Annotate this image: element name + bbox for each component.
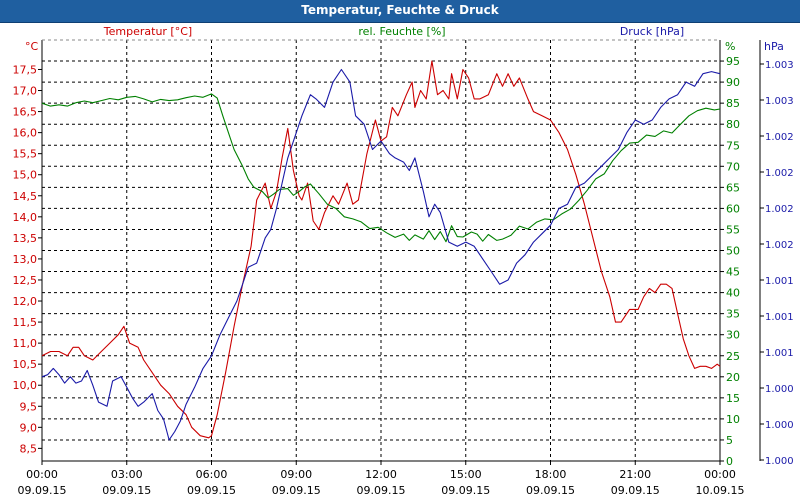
temperature-tick-label: 14,5 (13, 190, 38, 203)
pressure-tick-label: 1.002 (765, 132, 794, 143)
time-tick-label: 15:00 (450, 468, 482, 481)
temperature-tick-label: 12,5 (13, 274, 38, 287)
temperature-tick-label: 8,5 (20, 442, 38, 455)
humidity-tick-label: 95 (726, 55, 740, 68)
humidity-tick-label: 50 (726, 245, 740, 258)
pressure-unit: hPa (764, 40, 784, 53)
humidity-tick-label: 90 (726, 76, 740, 89)
humidity-tick-label: 65 (726, 181, 740, 194)
date-tick-label: 10.09.15 (696, 484, 745, 497)
pressure-tick-label: 1.001 (765, 348, 794, 359)
pressure-axis: 1.000 1.000 1.000 1.001 1.001 1.001 1.002 1.002… (759, 40, 794, 467)
time-axis: 00:00 09.09.15 03:00 09.09.15 06:00 09.09.15 0… (18, 461, 745, 497)
pressure-tick-label: 1.000 (765, 384, 794, 395)
pressure-tick-label: 1.001 (765, 312, 794, 323)
series-line-druck (41, 68, 721, 441)
axis-titles: °C Temperatur [°C] rel. Feuchte [%] Druck [… (25, 25, 784, 53)
temperature-tick-label: 10,5 (13, 358, 38, 371)
pressure-tick-label: 1.002 (765, 168, 794, 179)
pressure-tick-label: 1.000 (765, 420, 794, 431)
temperature-tick-label: 9,5 (20, 400, 38, 413)
pressure-tick-label: 1.002 (765, 240, 794, 251)
series-layer (41, 60, 721, 441)
humidity-tick-label: 30 (726, 329, 740, 342)
temperature-tick-label: 11,5 (13, 316, 38, 329)
chart-area: 8,5 9,0 9,5 10,0 10,5 11,0 11,5 12,0 12,5 13,0 13,… (0, 22, 800, 500)
time-tick-label: 18:00 (535, 468, 567, 481)
humidity-tick-label: 70 (726, 160, 740, 173)
humidity-tick-label: 40 (726, 287, 740, 300)
humidity-tick-label: 60 (726, 202, 740, 215)
temperature-unit: °C (25, 40, 39, 53)
pressure-tick-label: 1.001 (765, 276, 794, 287)
time-tick-label: 00:00 (704, 468, 736, 481)
grid-lines (42, 40, 720, 461)
temperature-tick-label: 16,0 (13, 127, 38, 140)
humidity-tick-label: 0 (726, 455, 733, 468)
time-tick-label: 21:00 (619, 468, 651, 481)
date-tick-label: 09.09.15 (102, 484, 151, 497)
temperature-axis: 8,5 9,0 9,5 10,0 10,5 11,0 11,5 12,0 12,5 13,0 13,… (13, 63, 42, 455)
humidity-axis-title: rel. Feuchte [%] (358, 25, 445, 38)
time-tick-label: 06:00 (196, 468, 228, 481)
date-tick-label: 09.09.15 (526, 484, 575, 497)
line-chart: 8,5 9,0 9,5 10,0 10,5 11,0 11,5 12,0 12,5 13,0 13,… (13, 25, 794, 497)
temperature-tick-label: 17,5 (13, 63, 38, 76)
pressure-axis-title: Druck [hPa] (620, 25, 684, 38)
series-line-rel-feuchte (41, 93, 721, 243)
humidity-tick-label: 55 (726, 223, 740, 236)
pressure-tick-label: 1.002 (765, 204, 794, 215)
date-tick-label: 09.09.15 (187, 484, 236, 497)
time-tick-label: 12:00 (365, 468, 397, 481)
temperature-tick-label: 10,0 (13, 379, 38, 392)
window-title: Temperatur, Feuchte & Druck (0, 0, 800, 23)
humidity-tick-label: 10 (726, 413, 740, 426)
temperature-axis-title: Temperatur [°C] (103, 25, 192, 38)
humidity-tick-label: 5 (726, 434, 733, 447)
humidity-axis: 0 5 10 15 20 25 30 35 40 45 50 55 60 65 70 75 80 85 90 95 (720, 55, 740, 468)
temperature-tick-label: 13,5 (13, 232, 38, 245)
date-tick-label: 09.09.15 (357, 484, 406, 497)
humidity-tick-label: 35 (726, 308, 740, 321)
time-tick-label: 03:00 (111, 468, 143, 481)
humidity-tick-label: 15 (726, 392, 740, 405)
humidity-tick-label: 25 (726, 350, 740, 363)
temperature-tick-label: 9,0 (20, 421, 38, 434)
humidity-tick-label: 80 (726, 118, 740, 131)
temperature-tick-label: 15,5 (13, 148, 38, 161)
date-tick-label: 09.09.15 (611, 484, 660, 497)
temperature-tick-label: 14,0 (13, 211, 38, 224)
temperature-tick-label: 13,0 (13, 253, 38, 266)
temperature-tick-label: 17,0 (13, 85, 38, 98)
pressure-tick-label: 1.003 (765, 60, 794, 71)
pressure-tick-label: 1.003 (765, 96, 794, 107)
humidity-tick-label: 85 (726, 97, 740, 110)
date-tick-label: 09.09.15 (441, 484, 490, 497)
series-line-temperatur (41, 60, 721, 439)
humidity-tick-label: 20 (726, 371, 740, 384)
humidity-tick-label: 75 (726, 139, 740, 152)
time-tick-label: 09:00 (280, 468, 312, 481)
humidity-tick-label: 45 (726, 266, 740, 279)
temperature-tick-label: 15,0 (13, 169, 38, 182)
time-tick-label: 00:00 (26, 468, 58, 481)
date-tick-label: 09.09.15 (18, 484, 67, 497)
date-tick-label: 09.09.15 (272, 484, 321, 497)
temperature-tick-label: 16,5 (13, 106, 38, 119)
temperature-tick-label: 12,0 (13, 295, 38, 308)
pressure-tick-label: 1.000 (765, 456, 794, 467)
humidity-unit: % (725, 40, 735, 53)
temperature-tick-label: 11,0 (13, 337, 38, 350)
